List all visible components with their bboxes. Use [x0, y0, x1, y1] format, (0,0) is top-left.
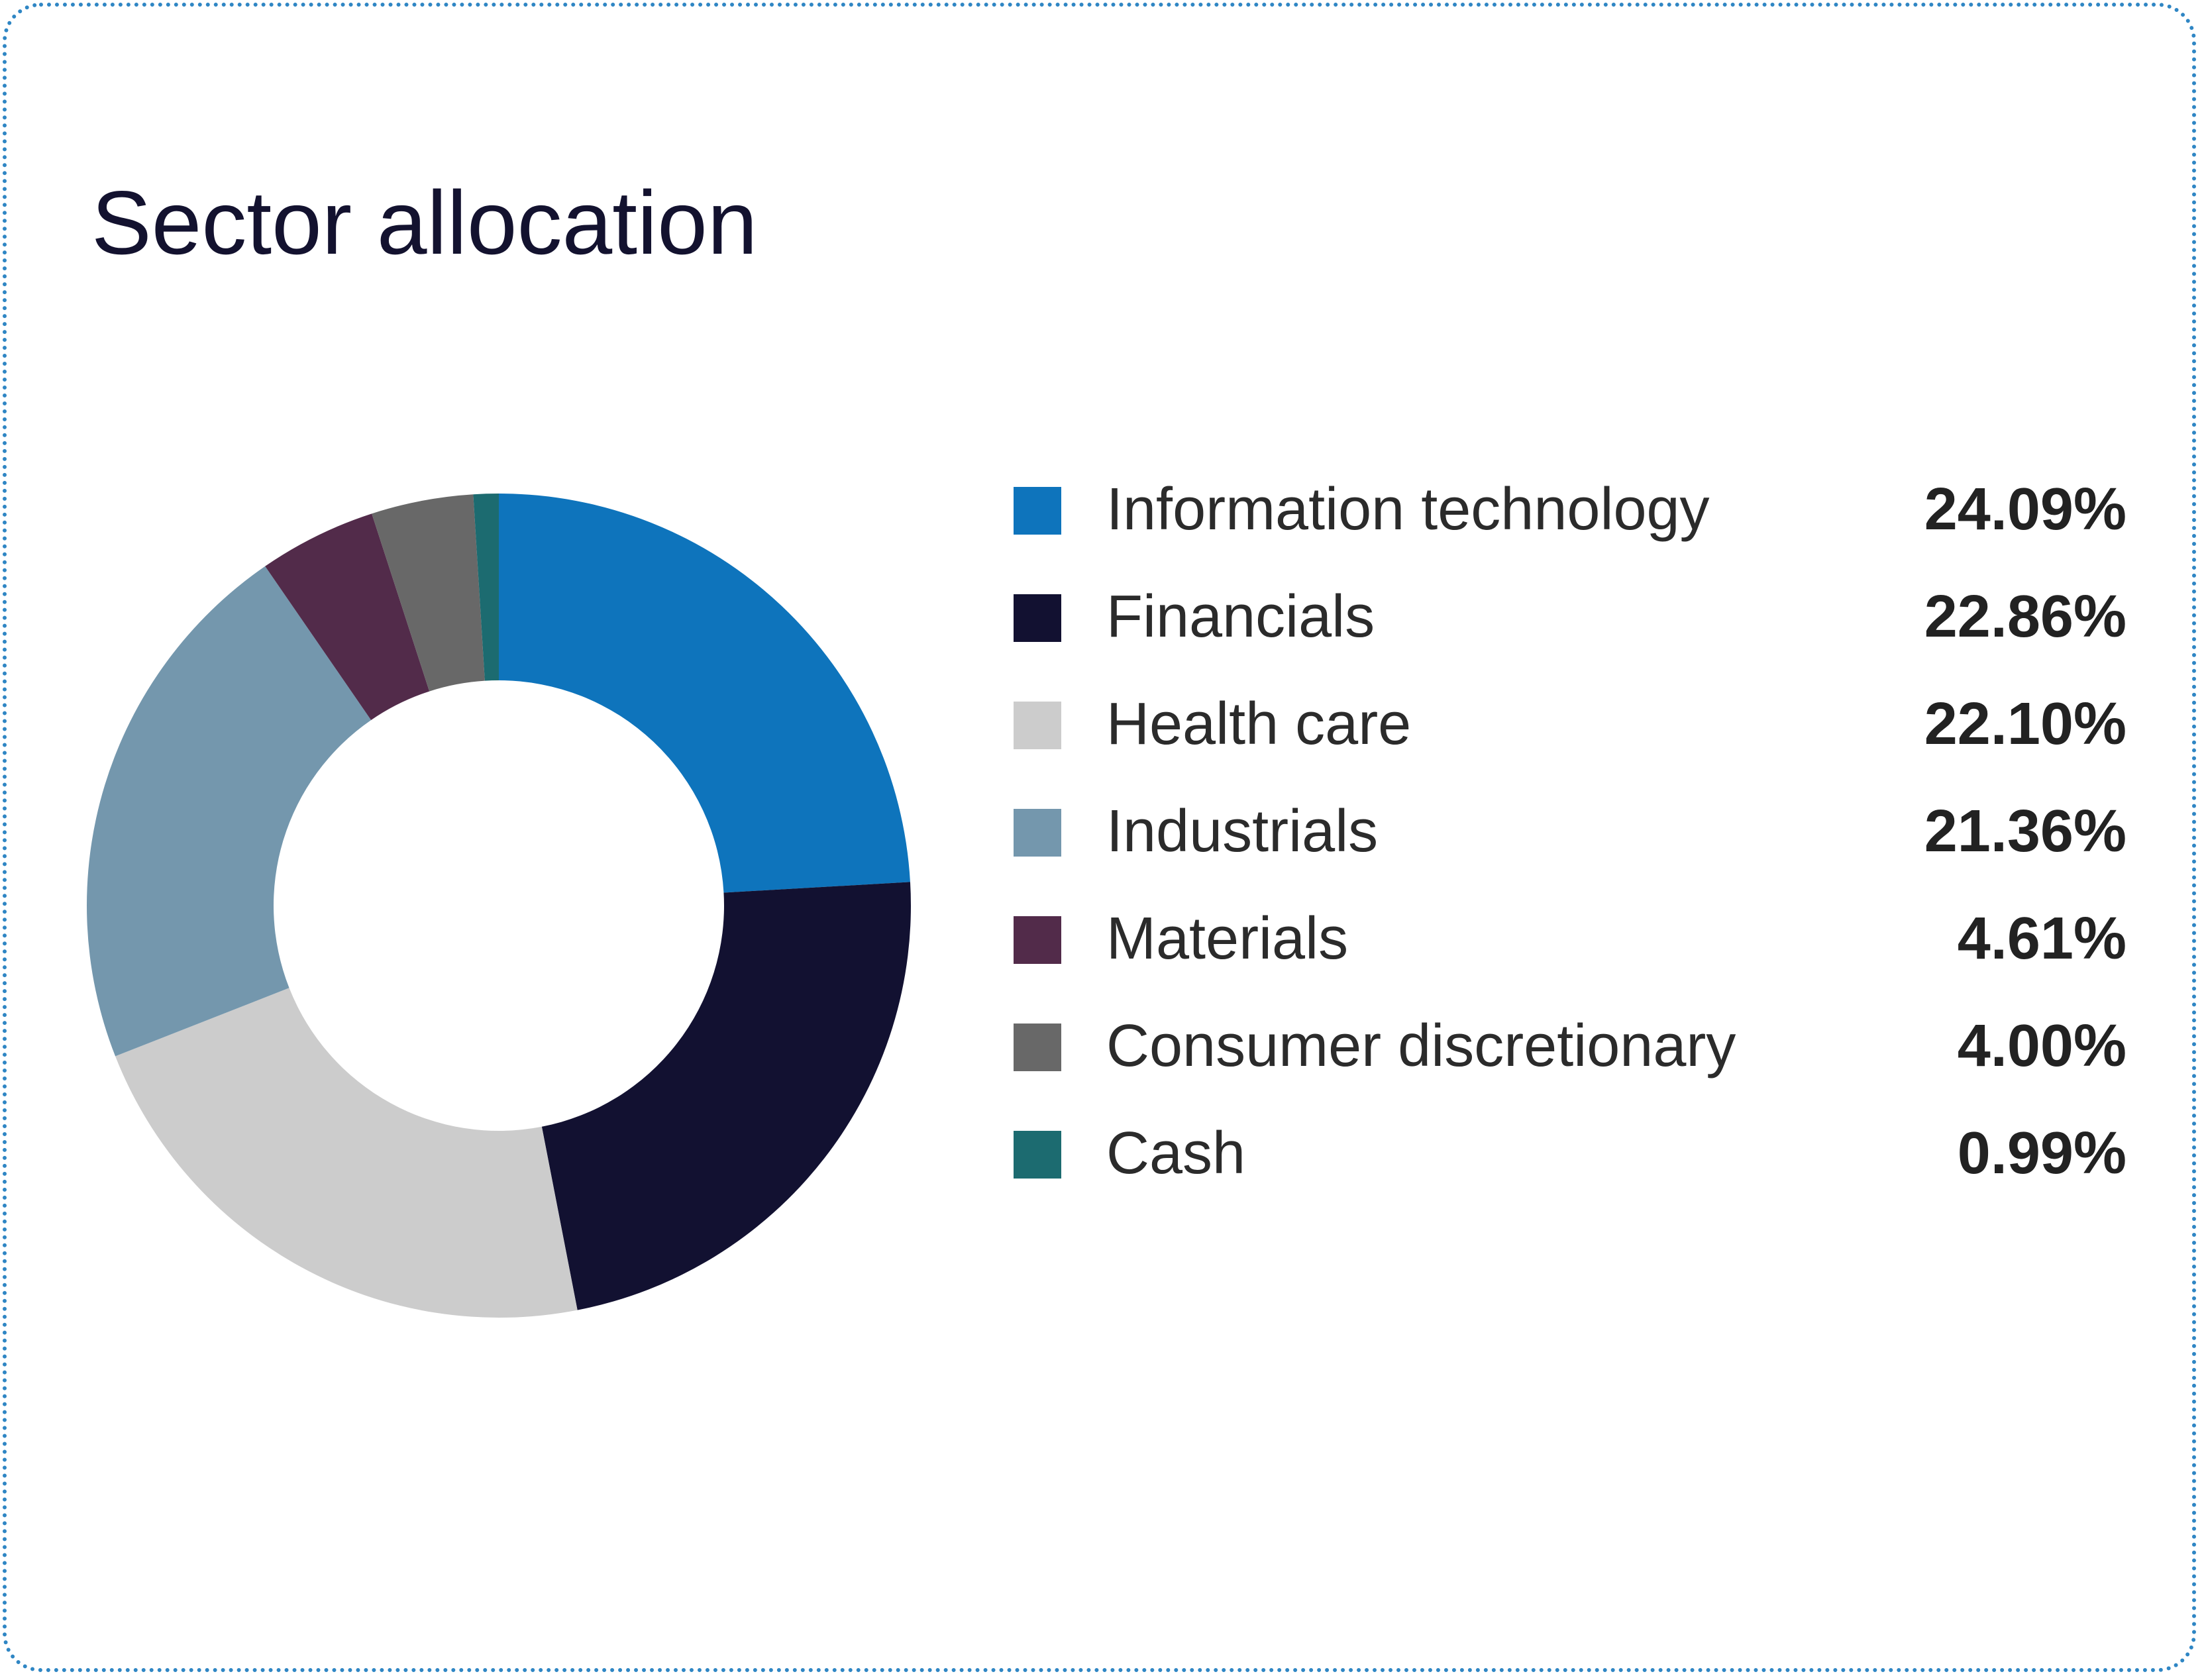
- legend-item-health-care: Health care 22.10%: [1014, 685, 2126, 778]
- legend-value: 4.00%: [1957, 1013, 2126, 1079]
- legend-swatch: [1014, 809, 1061, 857]
- legend-value: 22.10%: [1924, 691, 2126, 757]
- legend-swatch: [1014, 1024, 1061, 1071]
- legend-swatch: [1014, 487, 1061, 535]
- donut-slice-health-care: [115, 988, 578, 1318]
- donut-slice-materials: [265, 513, 430, 720]
- legend-swatch: [1014, 1131, 1061, 1179]
- legend-label: Information technology: [1106, 476, 1710, 543]
- legend-item-consumer-discretionary: Consumer discretionary 4.00%: [1014, 1007, 2126, 1100]
- donut-chart: [87, 494, 911, 1318]
- donut-slice-information-technology: [499, 494, 910, 893]
- chart-card: Sector allocation Information technology…: [3, 3, 2196, 1672]
- legend-label: Industrials: [1106, 798, 1379, 865]
- donut-slice-cash: [473, 494, 499, 681]
- legend-item-cash: Cash 0.99%: [1014, 1114, 2126, 1207]
- legend-value: 0.99%: [1957, 1120, 2126, 1186]
- legend-item-materials: Materials 4.61%: [1014, 900, 2126, 992]
- legend-label: Health care: [1106, 691, 1412, 757]
- legend-value: 22.86%: [1924, 584, 2126, 650]
- legend-value: 21.36%: [1924, 798, 2126, 865]
- donut-slice-consumer-discretionary: [372, 494, 485, 692]
- donut-slice-industrials: [87, 566, 372, 1057]
- legend-label: Consumer discretionary: [1106, 1013, 1736, 1079]
- legend-label: Financials: [1106, 584, 1375, 650]
- legend-label: Materials: [1106, 906, 1349, 972]
- legend-swatch: [1014, 916, 1061, 964]
- legend-value: 24.09%: [1924, 476, 2126, 543]
- legend-item-financials: Financials 22.86%: [1014, 578, 2126, 670]
- donut-slice-financials: [541, 882, 911, 1310]
- legend-label: Cash: [1106, 1120, 1246, 1186]
- legend-swatch: [1014, 702, 1061, 749]
- legend-value: 4.61%: [1957, 906, 2126, 972]
- legend-swatch: [1014, 594, 1061, 642]
- chart-title: Sector allocation: [91, 172, 758, 273]
- legend-item-information-technology: Information technology 24.09%: [1014, 470, 2126, 563]
- legend-item-industrials: Industrials 21.36%: [1014, 792, 2126, 885]
